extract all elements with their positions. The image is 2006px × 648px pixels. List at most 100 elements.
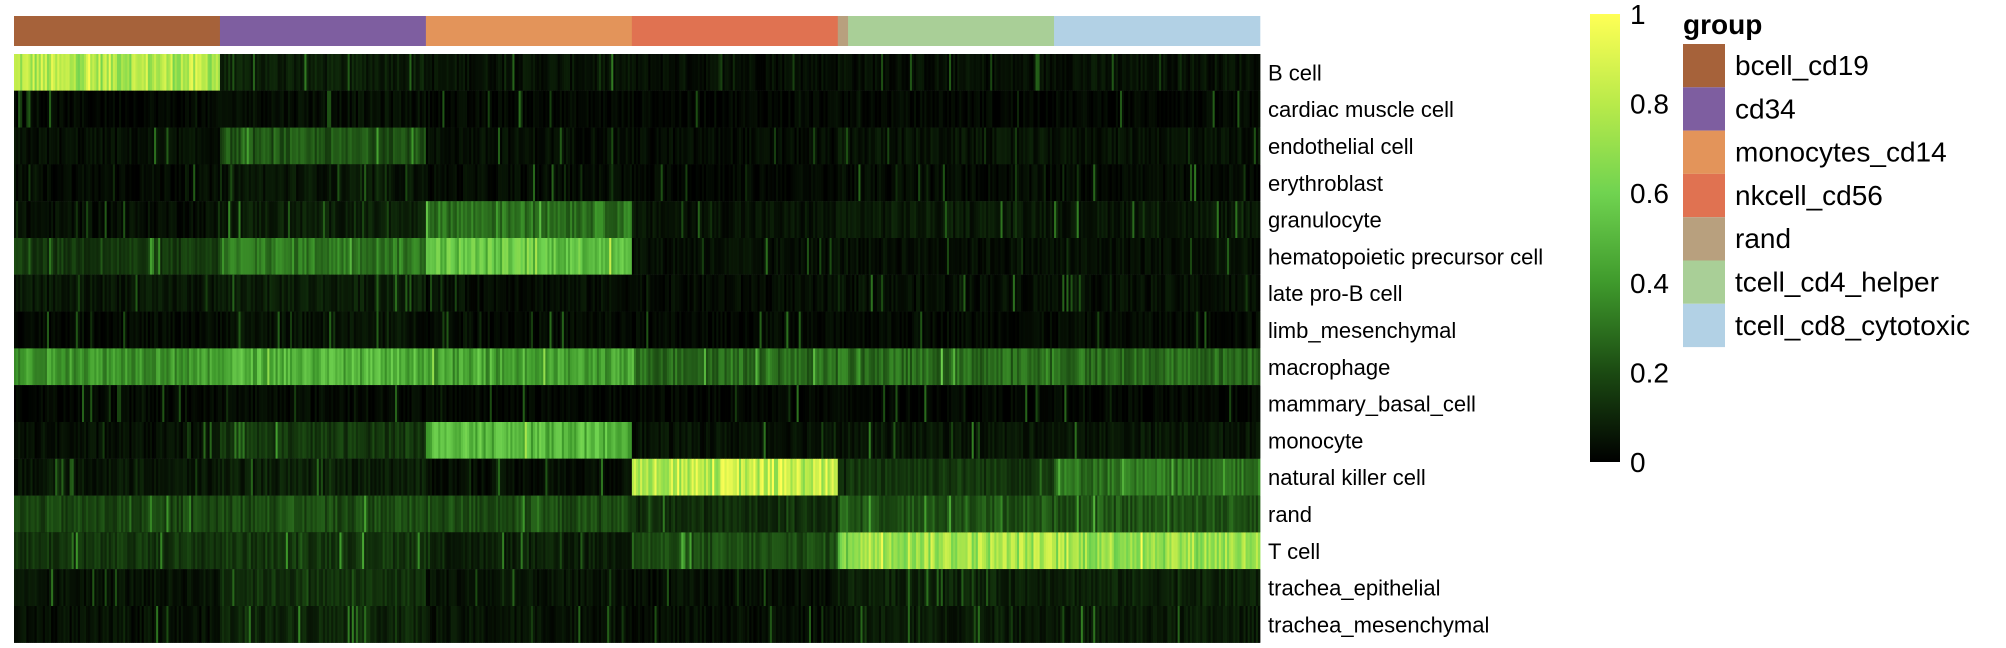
heatmap-cell (306, 164, 309, 202)
heatmap-cell (1076, 238, 1080, 275)
heatmap-cell (46, 238, 50, 275)
heatmap-cell (858, 54, 861, 91)
heatmap-cell (629, 54, 633, 91)
heatmap-cell (749, 238, 752, 275)
heatmap-cell (627, 238, 631, 275)
heatmap-cell (384, 54, 388, 91)
heatmap-cell (209, 311, 213, 349)
heatmap-cell (547, 164, 550, 202)
heatmap-cell (1023, 274, 1026, 312)
heatmap-cell (94, 90, 97, 128)
heatmap-cell (69, 127, 73, 165)
heatmap-cell (491, 238, 495, 275)
heatmap-cell (300, 127, 303, 165)
heatmap-cell (380, 238, 384, 275)
heatmap-cell (942, 274, 946, 312)
heatmap-cell (100, 348, 103, 386)
heatmap-cell (819, 54, 822, 91)
heatmap-cell (22, 90, 25, 128)
heatmap-cell (430, 311, 433, 349)
heatmap-cell (893, 274, 896, 312)
heatmap-cell (230, 238, 233, 275)
heatmap-cell (1074, 201, 1078, 238)
heatmap-cell (994, 90, 997, 128)
heatmap-cell (697, 238, 701, 275)
heatmap-cell (199, 274, 202, 312)
heatmap-cell (86, 348, 89, 386)
heatmap-cell (1161, 164, 1164, 202)
heatmap-cell (1241, 90, 1244, 128)
heatmap-cell (516, 164, 519, 202)
heatmap-cell (607, 201, 610, 238)
heatmap-cell (854, 164, 857, 202)
heatmap-cell (119, 201, 122, 238)
heatmap-cell (796, 54, 800, 91)
heatmap-cell (811, 201, 814, 238)
heatmap-cell (230, 311, 233, 349)
heatmap-cell (154, 127, 157, 165)
heatmap-cell (493, 274, 497, 312)
heatmap-cell (934, 90, 938, 128)
heatmap-cell (108, 348, 112, 386)
heatmap-cell (1004, 164, 1008, 202)
heatmap-cell (922, 127, 925, 165)
heatmap-cell (866, 274, 870, 312)
heatmap-cell (217, 201, 221, 238)
heatmap-cell (244, 201, 248, 238)
heatmap-cell (732, 274, 736, 312)
heatmap-cell (1157, 164, 1160, 202)
heatmap-cell (1082, 90, 1086, 128)
heatmap-cell (1027, 164, 1030, 202)
heatmap-cell (666, 311, 670, 349)
heatmap-cell (133, 127, 136, 165)
heatmap-cell (955, 311, 958, 349)
heatmap-cell (100, 238, 103, 275)
heatmap-cell (409, 238, 412, 275)
heatmap-cell (53, 127, 56, 165)
heatmap-cell (1035, 127, 1038, 165)
heatmap-cell (265, 238, 268, 275)
heatmap-cell (413, 201, 417, 238)
heatmap-cell (580, 311, 583, 349)
heatmap-cell (699, 201, 703, 238)
heatmap-cell (296, 164, 299, 202)
heatmap-cell (1157, 201, 1160, 238)
heatmap-cell (607, 90, 610, 128)
heatmap-cell (666, 274, 670, 312)
heatmap-cell (1082, 274, 1086, 312)
heatmap-cell (44, 127, 48, 165)
heatmap-cell (1138, 90, 1141, 128)
heatmap-cell (662, 274, 666, 312)
heatmap-cell (133, 311, 136, 349)
heatmap-cell (808, 127, 812, 165)
heatmap-cell (432, 311, 435, 349)
heatmap-cell (193, 90, 196, 128)
heatmap-cell (226, 127, 229, 165)
heatmap-cell (368, 274, 371, 312)
heatmap-cell (508, 164, 511, 202)
heatmap-cell (1154, 201, 1158, 238)
heatmap-cell (808, 274, 812, 312)
heatmap-cell (34, 201, 38, 238)
heatmap-cell (219, 164, 223, 202)
heatmap-cell (374, 164, 377, 202)
heatmap-cell (131, 164, 134, 202)
heatmap-cell (234, 54, 237, 91)
heatmap-cell (154, 348, 157, 386)
heatmap-cell (605, 164, 608, 202)
heatmap-cell (605, 311, 608, 349)
heatmap-cell (887, 90, 890, 128)
heatmap-cell (1122, 164, 1125, 202)
heatmap-cell (61, 274, 64, 312)
heatmap-cell (1095, 164, 1098, 202)
heatmap-cell (914, 127, 917, 165)
heatmap-cell (975, 311, 979, 349)
heatmap-cell (75, 238, 79, 275)
heatmap-cell (343, 274, 346, 312)
heatmap-cell (662, 164, 666, 202)
heatmap-cell (1208, 238, 1211, 275)
heatmap-row (14, 127, 1261, 165)
heatmap-cell (310, 201, 314, 238)
heatmap-cell (846, 127, 849, 165)
heatmap-cell (279, 348, 283, 386)
